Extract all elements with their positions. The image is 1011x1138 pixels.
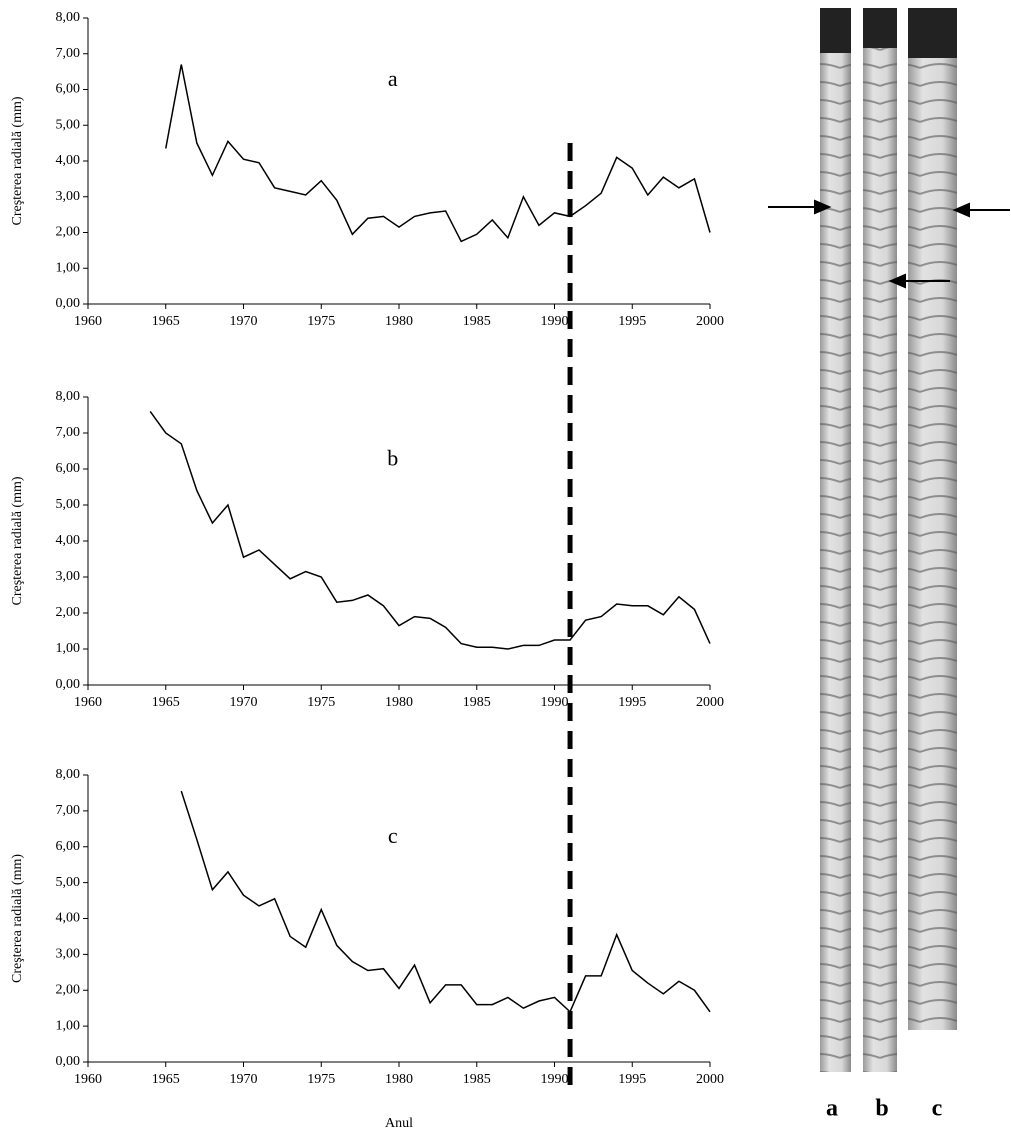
- y-tick-label: 1,00: [56, 641, 81, 656]
- y-tick-label: 5,00: [56, 497, 81, 512]
- figure: a b c 0,00 1,00 2,00 3,00 4,00 5,00 6,00 7,00 8,…: [0, 0, 1011, 1138]
- y-tick-label: 0,00: [56, 677, 81, 692]
- x-tick-label: 1990: [541, 695, 569, 710]
- x-tick-label: 2000: [696, 314, 724, 329]
- x-tick-label: 1970: [230, 314, 258, 329]
- y-axis-label: Creşterea radială (mm): [10, 96, 25, 225]
- x-tick-label: 1960: [74, 1072, 102, 1087]
- core-dark-end: [863, 8, 897, 48]
- y-tick-label: 7,00: [56, 803, 81, 818]
- core-label: c: [932, 1096, 943, 1122]
- y-tick-label: 6,00: [56, 839, 81, 854]
- x-tick-label: 1985: [463, 695, 491, 710]
- x-tick-label: 1965: [152, 695, 180, 710]
- y-tick-label: 4,00: [56, 911, 81, 926]
- x-tick-label: 1980: [385, 695, 413, 710]
- y-tick-label: 8,00: [56, 767, 81, 782]
- core-images: a b c: [768, 8, 1010, 1122]
- x-tick-label: 1990: [541, 1072, 569, 1087]
- core-rings: [863, 8, 897, 1072]
- x-tick-label: 1995: [618, 1072, 646, 1087]
- arrow-head: [955, 204, 969, 216]
- y-tick-label: 1,00: [56, 1018, 81, 1033]
- x-tick-label: 1965: [152, 1072, 180, 1087]
- x-tick-label: 1980: [385, 1072, 413, 1087]
- y-tick-label: 2,00: [56, 225, 81, 240]
- panel-label: c: [388, 823, 398, 848]
- y-tick-label: 7,00: [56, 425, 81, 440]
- x-axis-label: Anul: [385, 1116, 413, 1131]
- x-tick-label: 1975: [307, 1072, 335, 1087]
- core-rings: [908, 8, 957, 1030]
- y-tick-label: 5,00: [56, 875, 81, 890]
- core-rings: [820, 8, 851, 1072]
- y-tick-label: 6,00: [56, 461, 81, 476]
- y-tick-label: 3,00: [56, 947, 81, 962]
- x-tick-label: 1995: [618, 695, 646, 710]
- y-tick-label: 8,00: [56, 389, 81, 404]
- x-tick-label: 1980: [385, 314, 413, 329]
- core-dark-end: [820, 8, 851, 53]
- data-line: [181, 791, 710, 1012]
- y-axis-label: Creşterea radială (mm): [10, 854, 25, 983]
- panel-label: a: [388, 66, 398, 91]
- x-tick-label: 1975: [307, 695, 335, 710]
- panel-label: b: [387, 445, 398, 470]
- x-tick-label: 1990: [541, 314, 569, 329]
- y-tick-label: 0,00: [56, 296, 81, 311]
- x-tick-label: 1960: [74, 314, 102, 329]
- data-line: [150, 411, 710, 649]
- y-tick-label: 6,00: [56, 82, 81, 97]
- x-tick-label: 1975: [307, 314, 335, 329]
- x-tick-label: 1970: [230, 695, 258, 710]
- y-axis-label: Creşterea radială (mm): [10, 476, 25, 605]
- core-dark-end: [908, 8, 957, 58]
- x-tick-label: 1995: [618, 314, 646, 329]
- core-label: b: [875, 1096, 888, 1122]
- x-tick-label: 2000: [696, 695, 724, 710]
- data-line: [166, 64, 710, 241]
- y-tick-label: 3,00: [56, 569, 81, 584]
- y-tick-label: 4,00: [56, 153, 81, 168]
- core-label: a: [826, 1096, 838, 1122]
- y-tick-label: 5,00: [56, 117, 81, 132]
- y-tick-label: 7,00: [56, 46, 81, 61]
- x-tick-label: 1960: [74, 695, 102, 710]
- y-tick-label: 0,00: [56, 1054, 81, 1069]
- y-tick-label: 3,00: [56, 189, 81, 204]
- y-tick-label: 2,00: [56, 605, 81, 620]
- y-tick-label: 4,00: [56, 533, 81, 548]
- x-tick-label: 1985: [463, 314, 491, 329]
- y-tick-label: 2,00: [56, 982, 81, 997]
- x-tick-label: 1970: [230, 1072, 258, 1087]
- x-tick-label: 1965: [152, 314, 180, 329]
- x-tick-label: 1985: [463, 1072, 491, 1087]
- y-tick-label: 1,00: [56, 260, 81, 275]
- x-tick-label: 2000: [696, 1072, 724, 1087]
- y-tick-label: 8,00: [56, 10, 81, 25]
